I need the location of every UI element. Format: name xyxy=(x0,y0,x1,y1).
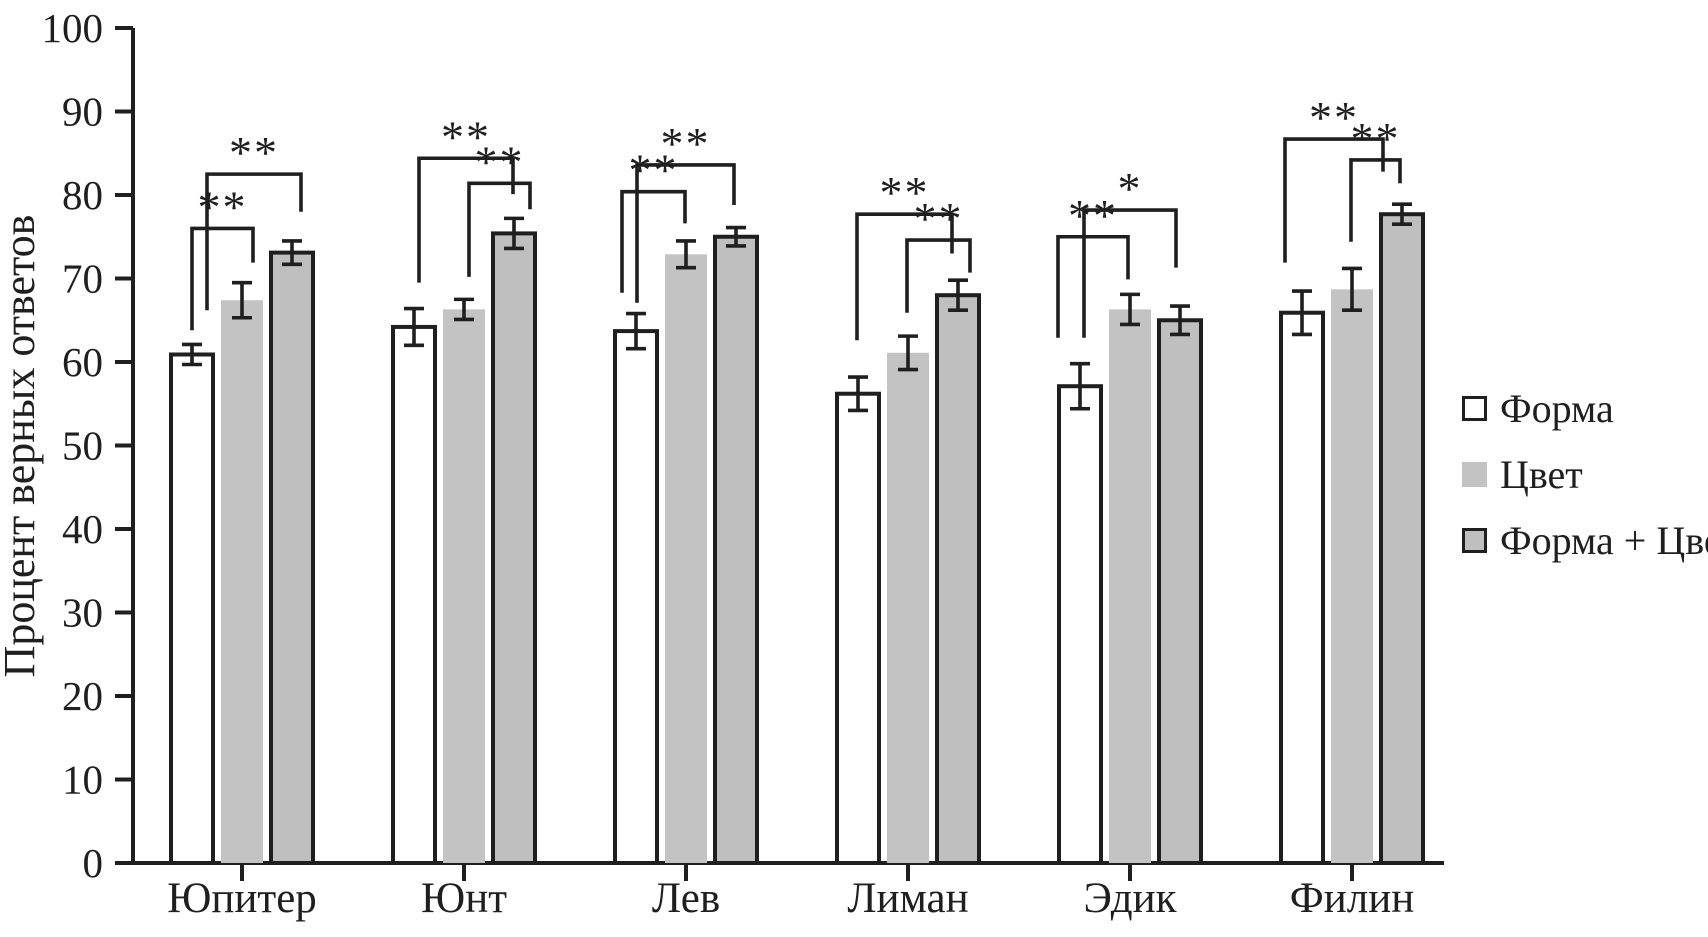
sig-bracket xyxy=(1082,208,1178,338)
x-tick-label: Филин xyxy=(1290,875,1414,922)
y-tick-label: 0 xyxy=(83,840,104,886)
y-tick-label: 80 xyxy=(62,172,103,218)
sig-bracket xyxy=(1349,158,1402,242)
sig-label: ** xyxy=(1351,113,1401,164)
bar xyxy=(1109,309,1151,863)
x-tick-label: Лев xyxy=(652,875,720,922)
sig-label: ** xyxy=(661,118,711,169)
legend: Форма Цвет Форма + Цвет xyxy=(1462,384,1708,565)
sig-bracket xyxy=(905,238,972,313)
bar xyxy=(169,352,215,865)
y-tick-label: 50 xyxy=(62,423,103,469)
sig-bracket xyxy=(205,172,303,311)
sig-bracket xyxy=(1283,137,1385,263)
legend-swatch-forma-cvet xyxy=(1462,528,1487,553)
bar xyxy=(1157,318,1203,865)
sig-bracket xyxy=(1056,234,1130,338)
y-tick-label: 70 xyxy=(62,256,103,302)
bar xyxy=(1279,310,1325,865)
y-axis-title: Процент верных ответов xyxy=(0,215,44,678)
sig-label: ** xyxy=(1309,92,1359,143)
bar xyxy=(391,324,437,865)
sig-label: ** xyxy=(629,145,679,196)
sig-bracket xyxy=(855,212,954,341)
legend-label-cvet: Цвет xyxy=(1500,452,1583,497)
bar xyxy=(221,300,263,864)
y-tick-label: 60 xyxy=(62,339,103,385)
y-tick-label: 20 xyxy=(62,673,103,719)
bar xyxy=(665,254,707,863)
sig-label: ** xyxy=(198,181,248,232)
bar xyxy=(713,234,759,865)
x-tick-label: Лиман xyxy=(847,875,968,922)
y-tick-label: 30 xyxy=(62,590,103,636)
bar xyxy=(1379,212,1425,865)
legend-item-cvet: Цвет xyxy=(1462,450,1708,499)
plot-area: 0 10 20 30 40 50 60 70 80 90 100 Юпитер Юнт Лев Лиман Э… xyxy=(42,5,1444,922)
legend-item-forma: Форма xyxy=(1462,384,1708,433)
bar xyxy=(935,293,981,865)
bar xyxy=(887,352,929,863)
bar xyxy=(835,391,881,865)
sig-bracket xyxy=(635,163,736,303)
legend-swatch-forma xyxy=(1462,396,1487,421)
sig-bracket xyxy=(620,189,687,293)
bar xyxy=(269,250,315,866)
sig-label: ** xyxy=(880,167,930,218)
x-tick-label: Юнт xyxy=(421,875,507,922)
legend-swatch-cvet xyxy=(1462,462,1487,487)
sig-label: * xyxy=(1118,163,1143,214)
bar xyxy=(443,309,485,863)
sig-bracket xyxy=(190,226,255,331)
sig-label: ** xyxy=(475,136,525,187)
sig-label: ** xyxy=(441,111,491,162)
sig-bracket xyxy=(467,181,532,277)
bar xyxy=(613,329,659,866)
bar xyxy=(491,231,537,866)
y-tick-label: 90 xyxy=(62,89,103,135)
x-tick-label: Юпитер xyxy=(167,875,317,922)
x-tick-label: Эдик xyxy=(1083,875,1176,922)
y-tick-label: 10 xyxy=(62,757,103,803)
y-tick-label: 100 xyxy=(42,5,104,51)
legend-item-forma-cvet: Форма + Цвет xyxy=(1462,516,1708,565)
sig-bracket xyxy=(417,156,515,283)
y-tick-label: 40 xyxy=(62,506,103,552)
bar xyxy=(1057,384,1103,865)
sig-label: ** xyxy=(914,193,964,244)
bar xyxy=(1331,289,1373,864)
legend-label-forma: Форма xyxy=(1500,386,1614,431)
sig-label: ** xyxy=(1068,190,1118,241)
legend-label-forma-cvet: Форма + Цвет xyxy=(1500,518,1708,563)
sig-label: ** xyxy=(229,127,279,178)
